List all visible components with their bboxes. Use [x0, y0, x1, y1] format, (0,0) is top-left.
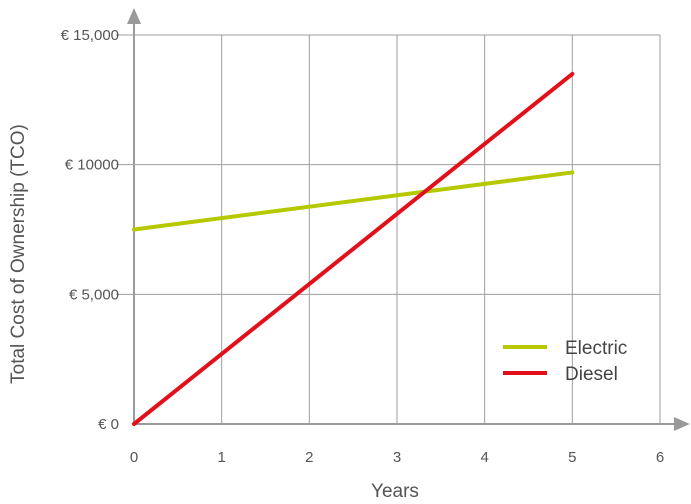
- x-tick-label: 0: [130, 449, 138, 466]
- x-axis-arrow: [674, 417, 690, 431]
- x-tick-label: 5: [568, 449, 576, 466]
- y-tick-label: € 10000: [65, 157, 119, 174]
- series-lines: [132, 71, 575, 426]
- x-tick-label: 2: [305, 449, 313, 466]
- legend-label-diesel: Diesel: [565, 364, 618, 385]
- axes: [127, 8, 690, 431]
- x-tick-label: 4: [480, 449, 488, 466]
- y-tick-label: € 0: [98, 416, 119, 433]
- series-line-diesel: [132, 71, 575, 426]
- y-tick-labels: € 0 € 5,000 € 10000 € 15,000: [61, 27, 119, 433]
- x-tick-label: 1: [217, 449, 225, 466]
- y-axis-title: Total Cost of Ownership (TCO): [8, 124, 29, 384]
- grid-lines: [116, 34, 661, 424]
- x-tick-label: 3: [393, 449, 401, 466]
- legend-label-electric: Electric: [565, 338, 627, 359]
- y-tick-label: € 15,000: [61, 27, 119, 44]
- x-axis-title: Years: [371, 481, 419, 502]
- x-tick-label: 6: [656, 449, 664, 466]
- x-tick-labels: 0 1 2 3 4 5 6: [130, 449, 664, 466]
- y-tick-label: € 5,000: [69, 286, 119, 303]
- legend: Electric Diesel: [503, 338, 627, 385]
- y-axis-arrow: [127, 8, 141, 24]
- series-line-electric: [132, 170, 575, 232]
